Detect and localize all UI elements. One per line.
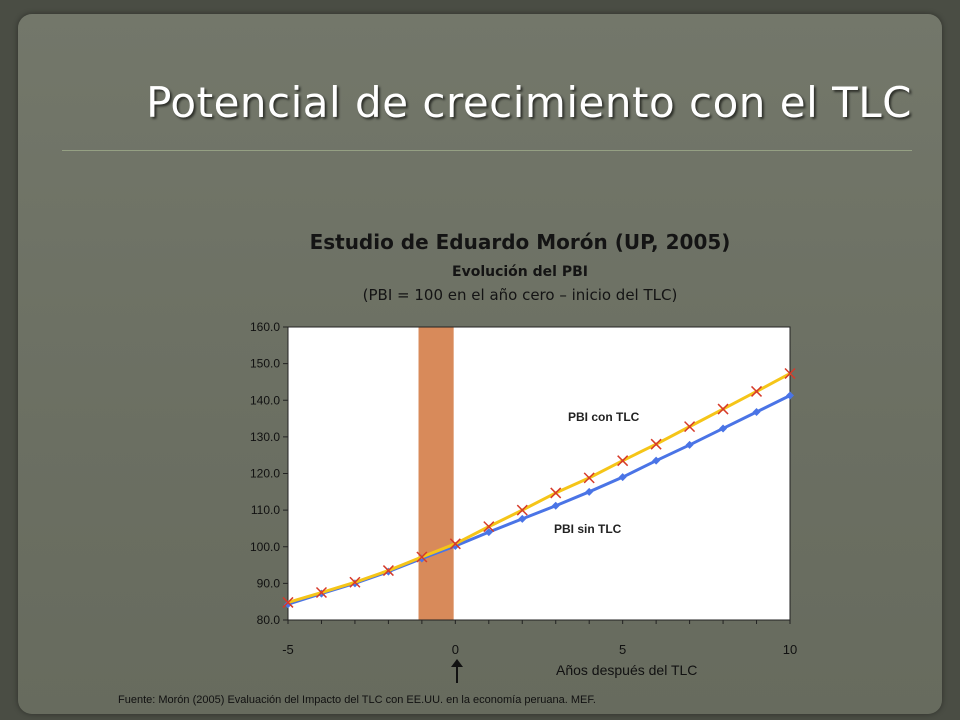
shaded-band (418, 327, 454, 620)
y-tick-label: 140.0 (250, 393, 280, 407)
marker-stroke (382, 565, 394, 577)
data-point-con-tlc (717, 403, 729, 415)
data-point-sin-tlc (752, 407, 761, 416)
x-tick-label: 5 (619, 642, 626, 657)
data-point-con-tlc (282, 596, 294, 608)
data-point-con-tlc (684, 421, 696, 433)
chart-note: (PBI = 100 en el año cero – inicio del T… (362, 286, 678, 304)
marker-stroke (751, 385, 763, 397)
title-divider (62, 150, 912, 151)
data-point-con-tlc (784, 367, 796, 380)
data-point-sin-tlc (652, 456, 661, 465)
data-point-con-tlc (349, 576, 361, 588)
data-point-con-tlc (483, 521, 495, 533)
marker-stroke (684, 421, 696, 433)
marker-stroke (483, 521, 495, 533)
y-tick-label: 90.0 (257, 576, 281, 590)
marker-stroke (349, 576, 361, 588)
marker-stroke (550, 487, 562, 499)
x-tick-label: 0 (452, 642, 459, 657)
x-tick-label: -5 (282, 642, 294, 657)
data-point-sin-tlc (618, 473, 627, 482)
data-point-sin-tlc (719, 424, 728, 433)
chart-subtitle: Evolución del PBI (452, 264, 588, 280)
data-point-con-tlc (650, 438, 662, 450)
data-point-con-tlc (550, 487, 562, 499)
marker-stroke (516, 504, 528, 516)
data-point-con-tlc (617, 455, 629, 467)
marker-stroke (282, 596, 294, 608)
series-label-con-tlc: PBI con TLC (568, 410, 640, 424)
y-tick-label: 100.0 (250, 540, 280, 554)
slide-title: Potencial de crecimiento con el TLC (146, 78, 912, 127)
y-tick-label: 120.0 (250, 467, 280, 481)
data-point-sin-tlc (786, 391, 794, 400)
marker-stroke (583, 472, 595, 484)
series-line-con-tlc (287, 372, 791, 604)
data-point-con-tlc (449, 538, 461, 550)
marker-stroke (617, 455, 629, 467)
source-note: Fuente: Morón (2005) Evaluación del Impa… (118, 694, 596, 706)
chart-title: Estudio de Eduardo Morón (UP, 2005) (309, 230, 731, 254)
data-point-con-tlc (516, 504, 528, 516)
data-point-sin-tlc (551, 501, 560, 510)
x-axis-label: Años después del TLC (556, 662, 697, 678)
data-point-sin-tlc (484, 528, 493, 537)
x-tick-label: 10 (783, 642, 797, 657)
marker-stroke (416, 551, 428, 563)
y-tick-label: 110.0 (251, 503, 280, 517)
y-tick-label: 150.0 (250, 357, 280, 371)
data-point-sin-tlc (585, 487, 594, 496)
series-label-sin-tlc: PBI sin TLC (554, 522, 622, 536)
data-point-con-tlc (416, 551, 428, 563)
plot-area (288, 327, 790, 620)
marker-stroke (449, 538, 461, 550)
marker-stroke (717, 403, 729, 415)
y-tick-label: 130.0 (250, 430, 280, 444)
marker-stroke (784, 367, 796, 380)
data-point-con-tlc (583, 472, 595, 484)
data-point-con-tlc (315, 587, 327, 599)
data-point-con-tlc (382, 565, 394, 577)
marker-stroke (315, 587, 327, 599)
data-point-con-tlc (751, 385, 763, 397)
marker-stroke (650, 438, 662, 450)
data-point-sin-tlc (518, 514, 527, 523)
start-arrow-icon (451, 659, 463, 683)
y-tick-label: 160.0 (250, 320, 280, 334)
data-point-sin-tlc (685, 440, 694, 449)
y-tick-label: 80.0 (257, 613, 281, 627)
